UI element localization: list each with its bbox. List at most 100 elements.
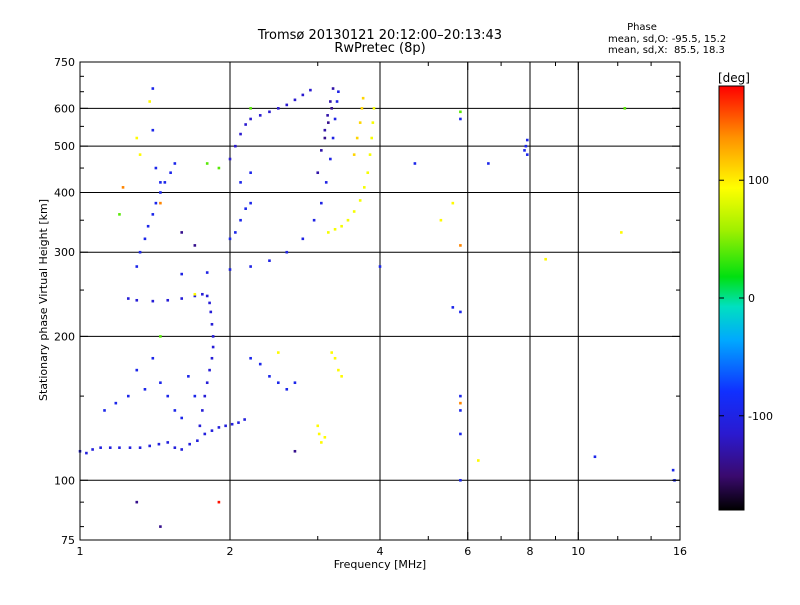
echo-point bbox=[258, 114, 262, 117]
echo-point bbox=[187, 375, 190, 378]
echo-point bbox=[316, 171, 320, 175]
y-tick-label: 100 bbox=[54, 474, 75, 487]
echo-point bbox=[293, 98, 297, 102]
echo-point bbox=[228, 237, 232, 241]
echo-point bbox=[671, 468, 675, 472]
echo-point bbox=[285, 388, 289, 391]
echo-point bbox=[360, 107, 364, 110]
echo-point bbox=[326, 114, 329, 117]
echo-point bbox=[224, 424, 227, 428]
echo-point bbox=[243, 418, 246, 421]
echo-point bbox=[368, 153, 372, 156]
echo-point bbox=[371, 121, 375, 124]
echo-point bbox=[205, 381, 209, 385]
echo-point bbox=[205, 294, 209, 298]
echo-point bbox=[239, 181, 242, 184]
echo-point bbox=[146, 224, 150, 228]
echo-point bbox=[121, 186, 125, 189]
echo-point bbox=[180, 231, 184, 234]
echo-point bbox=[337, 368, 340, 372]
echo-point bbox=[324, 181, 328, 184]
y-tick-label: 75 bbox=[61, 534, 75, 547]
echo-point bbox=[323, 128, 327, 132]
echo-point bbox=[180, 297, 184, 300]
y-tick-label: 400 bbox=[54, 186, 75, 199]
echo-point bbox=[180, 272, 184, 276]
echo-point bbox=[128, 446, 132, 449]
echo-point bbox=[135, 298, 139, 302]
echo-point bbox=[459, 310, 462, 314]
echo-point bbox=[366, 171, 370, 175]
y-tick-label: 600 bbox=[54, 102, 75, 115]
echo-point bbox=[249, 356, 252, 360]
x-axis-label: Frequency [MHz] bbox=[334, 558, 426, 571]
echo-point bbox=[459, 244, 462, 247]
echo-point bbox=[337, 90, 340, 94]
echo-point bbox=[276, 381, 280, 385]
echo-point bbox=[211, 335, 215, 338]
echo-point bbox=[623, 107, 627, 110]
echo-point bbox=[159, 201, 162, 205]
echo-point bbox=[312, 218, 316, 222]
echo-point bbox=[327, 231, 330, 234]
echo-point bbox=[317, 432, 321, 436]
echo-point bbox=[439, 218, 443, 222]
echo-point bbox=[459, 432, 462, 436]
echo-point bbox=[228, 157, 232, 161]
echo-point bbox=[228, 268, 232, 271]
echo-point bbox=[208, 301, 211, 305]
echo-point bbox=[173, 162, 177, 165]
x-tick-label: 8 bbox=[527, 545, 534, 558]
echo-point bbox=[201, 292, 204, 296]
echo-point bbox=[451, 201, 455, 205]
echo-point bbox=[244, 207, 247, 210]
echo-point bbox=[180, 416, 184, 420]
echo-point bbox=[143, 388, 147, 391]
echo-point bbox=[301, 237, 305, 241]
echo-point bbox=[320, 201, 323, 205]
y-tick-label: 500 bbox=[54, 140, 75, 153]
x-tick-label: 4 bbox=[377, 545, 384, 558]
echo-point bbox=[135, 265, 139, 268]
echo-point bbox=[217, 500, 221, 504]
echo-point bbox=[358, 121, 362, 124]
echo-point bbox=[525, 153, 529, 156]
echo-point bbox=[198, 424, 202, 428]
echo-point bbox=[99, 446, 102, 449]
echo-point bbox=[544, 257, 547, 261]
echo-point bbox=[151, 356, 155, 360]
echo-point bbox=[210, 322, 214, 326]
echo-point bbox=[193, 292, 197, 296]
echo-point bbox=[244, 123, 247, 126]
echo-point bbox=[210, 429, 214, 432]
echo-point bbox=[323, 136, 327, 140]
echo-point bbox=[320, 149, 323, 152]
x-tick-labels: 1 2 4 6 8 10 16 bbox=[77, 545, 688, 558]
echo-point bbox=[201, 409, 204, 412]
echo-point bbox=[333, 228, 337, 231]
echo-point bbox=[154, 201, 158, 205]
colorbar-ticks: 100 0 -100 bbox=[719, 174, 773, 423]
echo-point bbox=[340, 375, 343, 378]
echo-point bbox=[203, 432, 207, 436]
echo-point bbox=[169, 171, 172, 175]
colorbar-tick-label: 100 bbox=[748, 174, 769, 187]
echo-point bbox=[209, 310, 213, 314]
echo-point bbox=[151, 213, 155, 216]
echo-point bbox=[159, 181, 162, 184]
echo-point bbox=[151, 87, 155, 90]
echo-point bbox=[166, 298, 170, 302]
echo-point bbox=[210, 356, 214, 360]
echo-point bbox=[352, 210, 356, 213]
echo-point bbox=[335, 100, 339, 103]
echo-point bbox=[135, 368, 139, 372]
echo-point bbox=[163, 181, 167, 184]
echo-point bbox=[196, 439, 199, 443]
echo-point bbox=[523, 149, 526, 152]
echo-point bbox=[355, 136, 359, 140]
echo-point bbox=[148, 100, 152, 103]
echo-point bbox=[159, 191, 162, 194]
echo-point bbox=[525, 138, 529, 142]
echo-point bbox=[333, 356, 337, 360]
echo-point bbox=[346, 218, 350, 222]
